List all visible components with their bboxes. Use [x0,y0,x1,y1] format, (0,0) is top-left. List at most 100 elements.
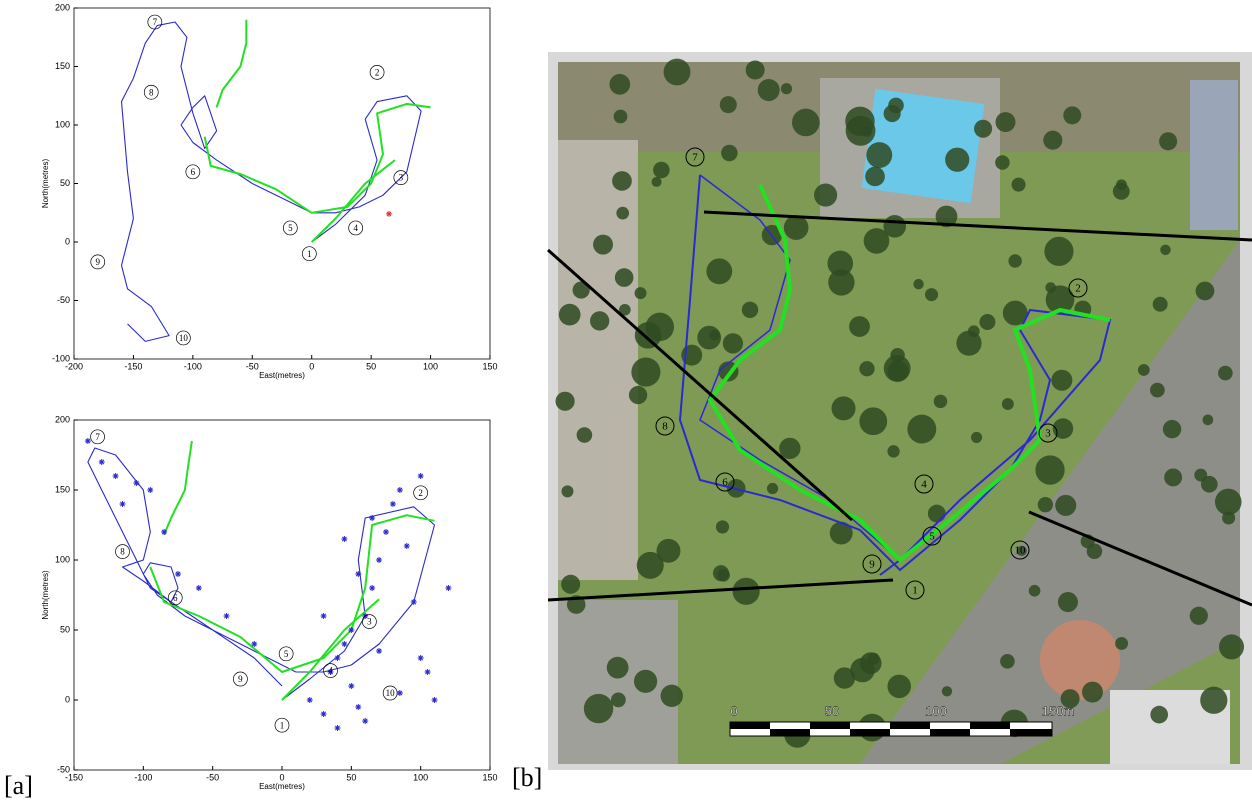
x-tick-label: 50 [346,772,356,782]
tree [887,445,899,457]
tree [646,313,674,341]
annotation: 9 [96,257,101,267]
waypoint-label: 5 [929,531,935,543]
annotation: 1 [280,720,285,730]
scale-label: 150m [1042,703,1075,718]
tree [925,288,938,301]
tree [1196,282,1215,301]
roundabout [1040,620,1120,700]
tree [1164,469,1182,487]
tree [942,686,952,696]
panel-label: [b] [512,763,542,792]
tree [1194,469,1207,482]
tree [971,432,982,443]
waypoint-label: 7 [692,152,698,164]
aerial-photo: 72863459110050100150m [548,52,1252,770]
star-marker [85,438,91,444]
tree [814,183,837,206]
scale-bar [730,722,1052,736]
tree [631,358,660,387]
tree [758,79,780,101]
tree [1222,511,1235,524]
tree [831,396,855,420]
x-tick-label: 150 [482,361,497,371]
tree [716,520,729,533]
tree [746,61,765,80]
tree [1153,297,1168,312]
waypoint-label: 9 [869,559,875,571]
tree [1038,497,1053,512]
x-axis-label: East(metres) [259,371,305,380]
tree [1000,654,1015,669]
scale-bar-block [970,722,1010,729]
x-axis-label: East(metres) [259,782,305,791]
y-tick-label: 0 [65,236,70,246]
tree [607,657,629,679]
waypoint-label: 4 [921,479,927,491]
tree [979,314,995,330]
waypoint-label: 1 [912,585,918,597]
tree [561,575,580,594]
tree [887,675,911,699]
tree [859,361,874,376]
tree [616,207,629,220]
scale-bar-block [810,722,850,729]
tree [828,269,854,295]
y-tick-label: 100 [55,554,70,564]
annotation: 5 [288,223,293,233]
tree [907,415,936,444]
tree [590,311,609,330]
annotation: 1 [307,249,312,259]
star-marker [113,473,119,479]
tree [995,155,1009,169]
tree [1029,585,1041,597]
plot-area [74,420,490,770]
y-tick-label: 0 [65,694,70,704]
star-marker [334,655,340,661]
waypoint-label: 8 [662,421,668,433]
star-marker [175,571,181,577]
tree [709,330,720,341]
tree [609,74,630,95]
annotation: 7 [153,17,158,27]
star-marker [411,599,417,605]
annotation: 10 [179,333,189,343]
tree [1115,637,1128,650]
star-marker [355,571,361,577]
tree [561,485,573,497]
star-marker [445,585,451,591]
tree [779,438,800,459]
y-axis-label: North(metres) [41,570,50,620]
plot-area [74,8,490,359]
tree [945,148,969,172]
tree [859,407,887,435]
y-tick-label: 50 [60,178,70,188]
y-tick-label: -50 [57,295,70,305]
y-tick-label: 200 [55,2,70,12]
y-tick-label: 150 [55,484,70,494]
x-tick-label: 50 [366,361,376,371]
tree [834,667,855,688]
star-marker [341,641,347,647]
tree [723,333,743,353]
tree [661,685,683,707]
tree [559,304,581,326]
tree [1002,398,1014,410]
x-tick-label: -100 [134,772,152,782]
waypoint-label: 3 [1045,428,1051,440]
annotation: 2 [375,67,380,77]
tree [1063,106,1081,124]
scale-bar-block [730,722,770,729]
star-marker [383,529,389,535]
x-tick-label: 0 [279,772,284,782]
panel-label: [a] [4,771,33,800]
tree [1190,607,1208,625]
annotation: 5 [284,649,289,659]
building [1190,80,1238,230]
tree [1150,383,1165,398]
tree [784,215,809,240]
star-marker [334,725,340,731]
scale-label: 0 [730,703,737,718]
tree [1138,364,1150,376]
figure: [a] [b] 72863459110050100 [0,0,1252,806]
